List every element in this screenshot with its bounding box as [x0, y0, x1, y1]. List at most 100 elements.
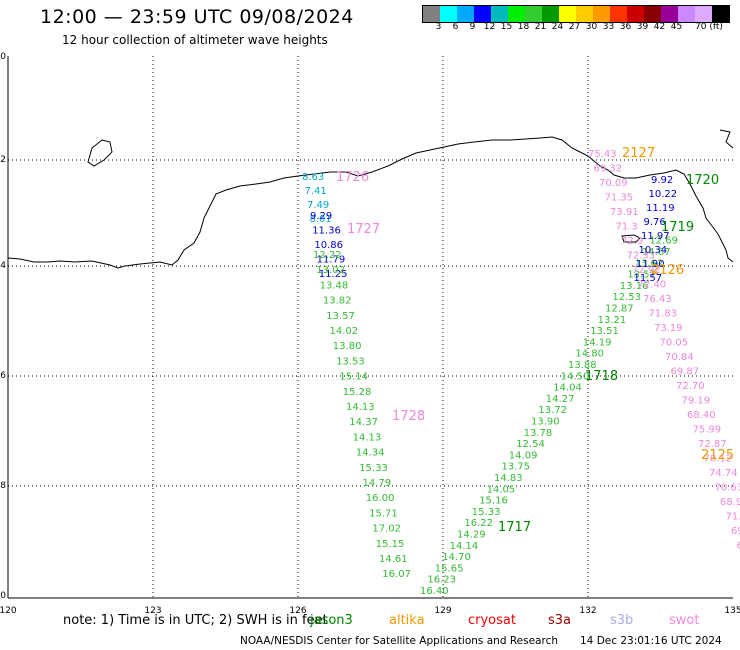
- swh-value-label: 71.35: [605, 193, 634, 204]
- legend-label: 70 (ft): [695, 22, 723, 32]
- swh-value-label: 8.63: [302, 172, 324, 183]
- swh-value-label: 11.36: [312, 226, 341, 237]
- swh-value-label: 10.22: [649, 189, 678, 200]
- swh-value-label: 14.80: [575, 349, 604, 360]
- track-layer: 8.63 7.41 7.49 8.019.29 11.36 10.86 11.79 11.25…: [302, 146, 740, 597]
- swh-value-label: 9.29: [310, 211, 332, 222]
- legend-swatch: [644, 6, 661, 22]
- swh-value-label: 12.53: [612, 292, 641, 303]
- swh-value-label: 14.61: [379, 554, 408, 565]
- swh-value-label: 68.40: [687, 410, 716, 421]
- swh-value-label: 15.28: [343, 387, 372, 398]
- map-grid: [8, 56, 733, 598]
- legend-swatch: [661, 6, 678, 22]
- swh-value-label: 11.19: [646, 203, 675, 214]
- swh-value-label: 13.78: [524, 428, 553, 439]
- swh-value-label: 70.84: [665, 352, 694, 363]
- time-label: 1719: [661, 220, 694, 235]
- swh-value-label: 72.87: [698, 439, 727, 450]
- legend-label: 12: [483, 22, 496, 32]
- swh-value-label: 14.70: [442, 552, 471, 563]
- time-label: 1720: [686, 173, 719, 188]
- legend-label: 24: [551, 22, 564, 32]
- swh-value-label: 14.02: [330, 326, 359, 337]
- swh-value-label: 13.75: [501, 462, 530, 473]
- lat-tick-label: -38: [0, 481, 6, 491]
- legend-label: 36: [619, 22, 632, 32]
- swh-value-label: 7.49: [307, 200, 329, 211]
- legend-swatch: [627, 6, 644, 22]
- swh-value-label: 13.82: [323, 296, 352, 307]
- swh-value-label: 73.91: [610, 207, 639, 218]
- swh-value-label: 13.53: [336, 356, 365, 367]
- time-label: 1718: [585, 369, 618, 384]
- time-label: 1726: [336, 170, 369, 185]
- swh-value-label: 14.04: [553, 383, 582, 394]
- lat-tick-label: -32: [0, 155, 6, 165]
- swh-value-label: 13.16: [620, 281, 649, 292]
- swh-value-label: 16.07: [382, 569, 411, 580]
- legend-label: 33: [602, 22, 615, 32]
- legend-swatch: [423, 6, 440, 22]
- swh-value-label: 73.19: [654, 323, 683, 334]
- legend-label: 39: [636, 22, 649, 32]
- legend-swatch: [457, 6, 474, 22]
- swh-value-label: 74.74: [709, 468, 738, 479]
- satellite-legend-item: s3b: [610, 613, 634, 628]
- legend-swatch: [559, 6, 576, 22]
- swh-value-label: 71.77: [726, 512, 740, 523]
- swh-value-label: 14.79: [363, 478, 392, 489]
- legend-swatch: [474, 6, 491, 22]
- swh-value-label: 13.62: [635, 258, 664, 269]
- legend-label: 21: [534, 22, 547, 32]
- legend-label: 30: [585, 22, 598, 32]
- swh-value-label: 15.71: [369, 508, 398, 519]
- swh-value-label: 70.12: [704, 454, 733, 465]
- lon-tick-label: 123: [144, 606, 161, 616]
- time-label: 2125: [701, 448, 734, 463]
- swh-value-label: 15.14: [339, 372, 368, 383]
- swh-value-label: 12.54: [516, 439, 545, 450]
- time-label: 1728: [392, 409, 425, 424]
- swh-value-label: 16.23: [427, 575, 456, 586]
- swh-value-label: 10.86: [314, 240, 343, 251]
- swh-value-label: 71.3: [616, 222, 638, 233]
- swh-value-label: 13.57: [326, 311, 355, 322]
- swh-value-label: 14.13: [353, 432, 382, 443]
- swh-value-label: 13.90: [531, 417, 560, 428]
- axis-layer: 120 123 126 129 132 135 -30 -32 -34 -36 -38 -40: [0, 52, 740, 616]
- swh-value-label: 13.21: [598, 315, 627, 326]
- swh-value-label: 75.99: [693, 425, 722, 436]
- legend-label: 27: [568, 22, 581, 32]
- swh-value-label: 68.95: [720, 497, 740, 508]
- swh-value-label: 13.48: [320, 280, 349, 291]
- swh-value-label: 12.22: [313, 250, 342, 261]
- lon-tick-label: 126: [289, 606, 306, 616]
- swh-value-label: 11.57: [634, 273, 663, 284]
- footer-credit: NOAA/NESDIS Center for Satellite Applica…: [240, 635, 558, 647]
- swh-value-label: 14.09: [509, 450, 538, 461]
- swh-value-label: 75.43: [588, 149, 617, 160]
- legend-label: 9: [469, 22, 476, 32]
- legend-label: 3: [435, 22, 442, 32]
- swh-value-label: 13.51: [590, 326, 619, 337]
- legend-swatch: [440, 6, 457, 22]
- swh-value-label: 17.02: [372, 524, 401, 535]
- swh-value-label: 11.25: [319, 269, 348, 280]
- recherche-island: [87, 139, 113, 167]
- legend-label: 42: [653, 22, 666, 32]
- satellite-legend-item: jason3: [310, 613, 353, 628]
- chart-subtitle: 12 hour collection of altimeter wave hei…: [62, 33, 328, 47]
- swh-value-label: 15.65: [435, 563, 464, 574]
- swh-value-label: 16.40: [420, 586, 449, 597]
- swh-value-label: 76.43: [643, 294, 672, 305]
- color-legend: [422, 5, 730, 23]
- swh-value-label: 14.27: [546, 394, 575, 405]
- swh-value-label: 79.19: [682, 396, 711, 407]
- swh-value-label: 13.80: [333, 341, 362, 352]
- time-label: 2126: [651, 263, 684, 278]
- swh-value-label: 13.88: [568, 360, 597, 371]
- swh-value-label: 14.05: [487, 484, 516, 495]
- legend-swatch: [576, 6, 593, 22]
